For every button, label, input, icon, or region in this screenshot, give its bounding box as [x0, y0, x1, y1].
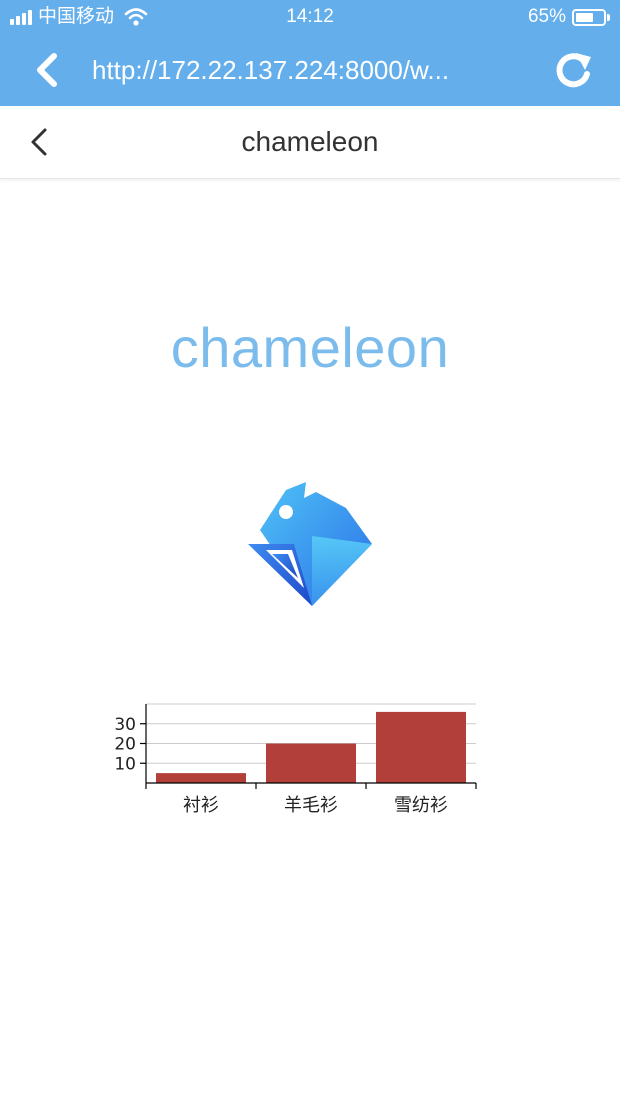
reload-icon[interactable]	[552, 48, 596, 92]
status-bar-right: 65%	[528, 6, 610, 28]
carrier-name: 中国移动	[38, 6, 115, 27]
url-field[interactable]: http://172.22.137.224:8000/w...	[92, 55, 450, 85]
chevron-left-icon[interactable]	[24, 126, 56, 158]
browser-bar: http://172.22.137.224:8000/w...	[0, 34, 620, 106]
y-tick-label: 30	[114, 715, 136, 735]
x-tick-label: 羊毛衫	[284, 795, 338, 816]
y-tick-label: 20	[114, 735, 136, 755]
y-tick-label: 10	[114, 754, 136, 774]
battery-percent: 65%	[527, 6, 566, 27]
status-bar: 中国移动 14:12 65%	[0, 0, 620, 34]
battery-tip	[607, 13, 610, 21]
x-tick-label: 衬衫	[183, 795, 219, 816]
status-time: 14:12	[286, 6, 334, 27]
signal-icon	[10, 9, 32, 25]
chevron-left-icon[interactable]	[28, 50, 68, 90]
bar	[156, 773, 246, 783]
battery-icon	[572, 8, 606, 26]
chameleon-logo-icon	[248, 482, 372, 606]
x-tick-label: 雪纺衫	[394, 795, 448, 816]
status-bar-left: 中国移动	[10, 6, 148, 28]
bar	[376, 711, 466, 783]
wifi-icon	[124, 8, 148, 26]
page-title: chameleon	[241, 126, 379, 157]
bar	[266, 743, 356, 783]
battery-level	[576, 12, 593, 22]
hero-title: chameleon	[170, 316, 450, 379]
page-navbar: chameleon	[0, 106, 620, 179]
